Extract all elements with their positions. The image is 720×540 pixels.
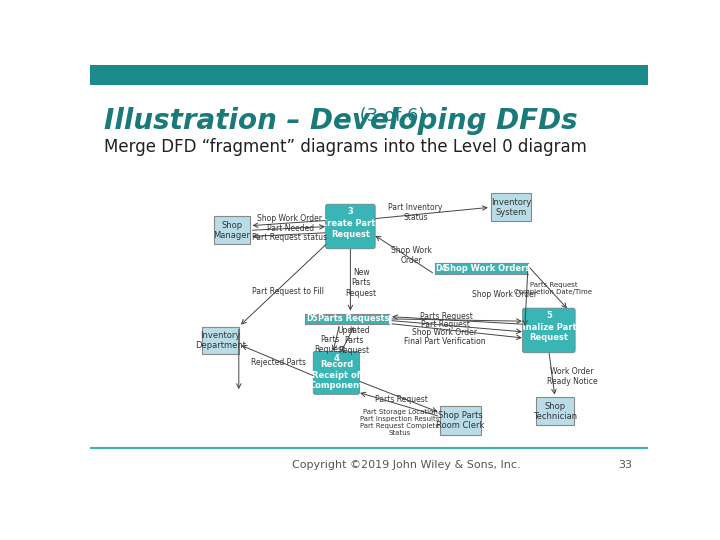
Text: Copyright ©2019 John Wiley & Sons, Inc.: Copyright ©2019 John Wiley & Sons, Inc. (292, 460, 520, 470)
Text: Parts
Request: Parts Request (315, 335, 346, 354)
Text: Shop
Technician: Shop Technician (533, 402, 577, 421)
Text: (3 of 6): (3 of 6) (354, 107, 425, 125)
Text: Part Request to Fill: Part Request to Fill (251, 287, 323, 296)
Text: Shop Work Orders: Shop Work Orders (444, 265, 531, 273)
Text: Parts Requests: Parts Requests (318, 314, 390, 323)
FancyBboxPatch shape (523, 308, 575, 353)
FancyBboxPatch shape (435, 264, 528, 274)
FancyBboxPatch shape (441, 406, 481, 435)
Text: Part Needed: Part Needed (267, 224, 315, 233)
Text: Shop Work Order: Shop Work Order (413, 328, 477, 338)
FancyBboxPatch shape (305, 314, 389, 325)
Text: Finalize Parts
Request: Finalize Parts Request (516, 323, 581, 342)
FancyBboxPatch shape (325, 204, 375, 249)
FancyBboxPatch shape (90, 65, 648, 85)
Text: 4: 4 (333, 354, 339, 363)
FancyBboxPatch shape (313, 351, 360, 394)
FancyBboxPatch shape (202, 327, 239, 354)
Text: Parts Request: Parts Request (375, 395, 428, 404)
Text: Shop Work Order: Shop Work Order (258, 214, 323, 224)
FancyBboxPatch shape (490, 193, 531, 221)
Text: Shop Work Order: Shop Work Order (472, 290, 537, 299)
Text: Inventory
System: Inventory System (490, 198, 531, 217)
Text: Shop Parts
Room Clerk: Shop Parts Room Clerk (436, 411, 485, 430)
Text: Shop Work
Order: Shop Work Order (391, 246, 432, 266)
Text: 3: 3 (348, 207, 354, 217)
Text: Updated
Parts
Request: Updated Parts Request (337, 326, 370, 355)
Text: D5: D5 (306, 314, 318, 323)
Text: Final Part Verification: Final Part Verification (404, 338, 486, 347)
Text: Rejected Parts: Rejected Parts (251, 357, 306, 367)
Text: Work Order
Ready Notice: Work Order Ready Notice (546, 367, 598, 386)
Text: Record
Receipt of
Component: Record Receipt of Component (310, 360, 364, 390)
Text: Part Request status: Part Request status (253, 233, 328, 242)
Text: Part Inventory
Status: Part Inventory Status (388, 203, 443, 222)
Text: Part Storage Location
Part Inspection Results
Part Request Complete
Status: Part Storage Location Part Inspection Re… (360, 409, 440, 436)
Text: Shop
Manager: Shop Manager (213, 221, 251, 240)
Text: D4: D4 (436, 265, 447, 273)
Text: Illustration – Developing DFDs: Illustration – Developing DFDs (104, 107, 577, 135)
Text: 33: 33 (618, 460, 632, 470)
Text: Parts Request: Parts Request (420, 312, 473, 321)
Text: Part Request: Part Request (420, 320, 469, 329)
Text: Parts Request
Completion Date/Time: Parts Request Completion Date/Time (515, 281, 593, 295)
Text: New
Parts
Request: New Parts Request (346, 268, 377, 298)
FancyBboxPatch shape (536, 397, 574, 425)
Text: Inventory
Department: Inventory Department (194, 331, 246, 350)
Text: 5: 5 (546, 312, 552, 320)
FancyBboxPatch shape (214, 217, 250, 244)
Text: Merge DFD “fragment” diagrams into the Level 0 diagram: Merge DFD “fragment” diagrams into the L… (104, 138, 587, 156)
Text: Create Parts
Request: Create Parts Request (321, 219, 380, 239)
